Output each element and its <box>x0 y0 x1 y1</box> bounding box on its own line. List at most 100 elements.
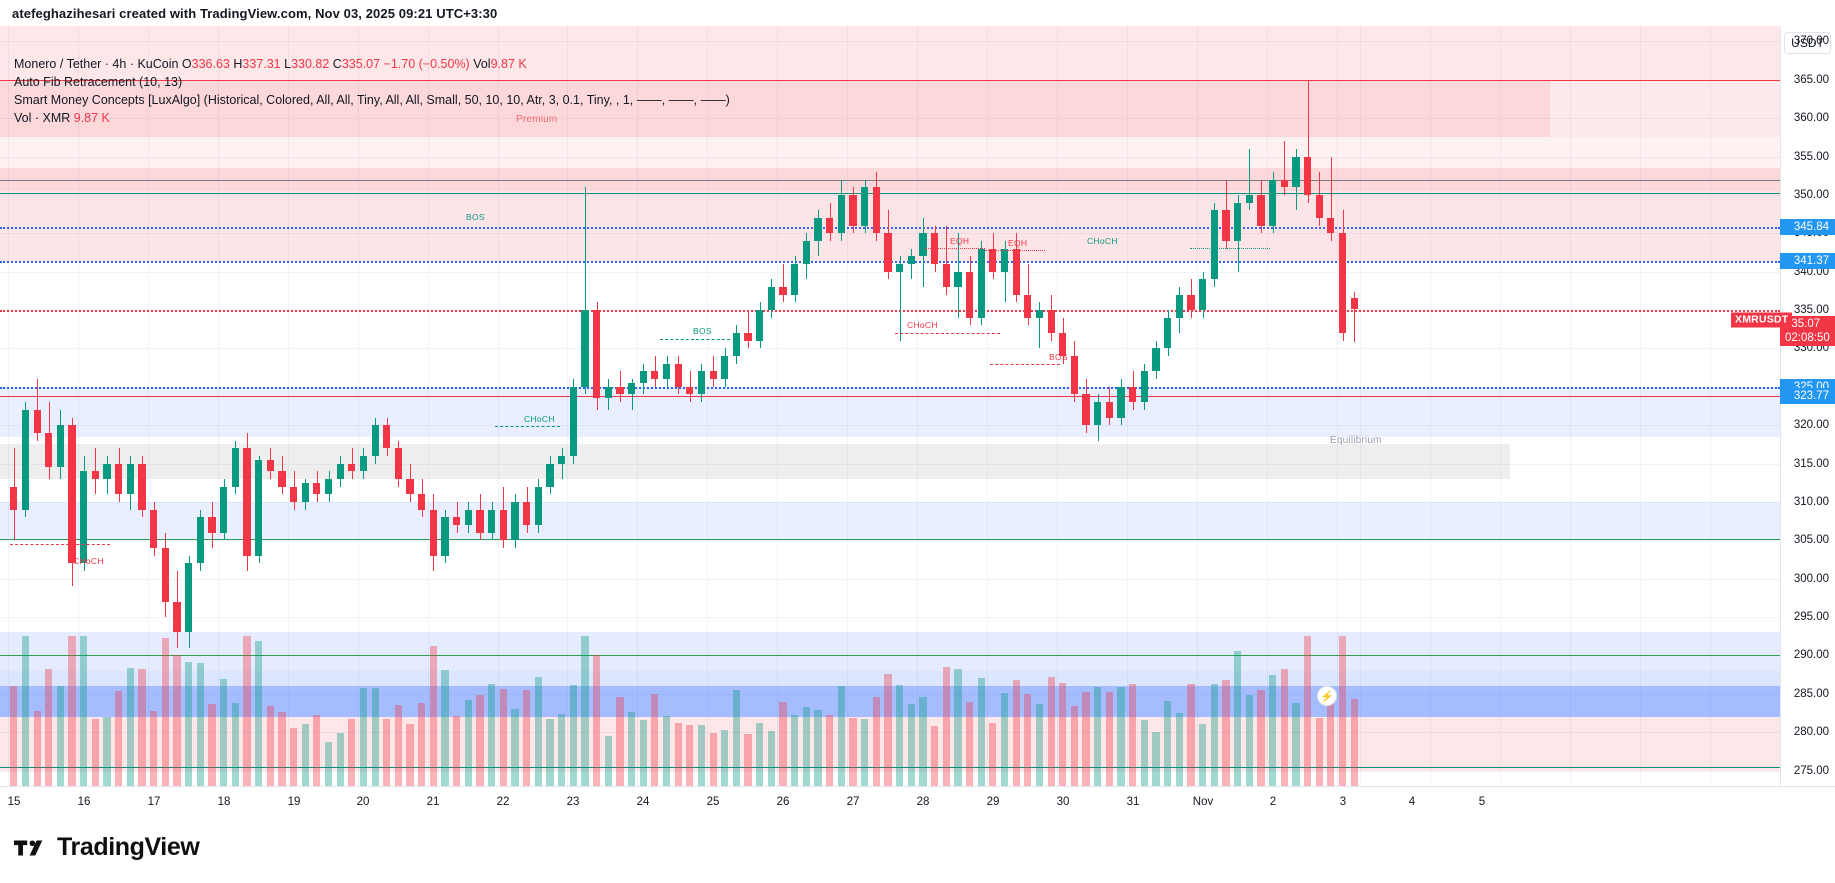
price-scale-currency[interactable]: USDT <box>1784 32 1831 54</box>
candle-body[interactable] <box>1338 233 1347 334</box>
candle-body[interactable] <box>674 363 682 387</box>
candle-body[interactable] <box>534 486 542 525</box>
candle-body[interactable] <box>103 463 111 479</box>
candle-body[interactable] <box>907 256 915 264</box>
candle-body[interactable] <box>313 482 321 495</box>
candle-body[interactable] <box>1234 202 1242 241</box>
candle-body[interactable] <box>616 386 624 395</box>
candle-body[interactable] <box>68 425 76 564</box>
candle-body[interactable] <box>1047 310 1055 334</box>
candle-body[interactable] <box>837 194 845 234</box>
candle-body[interactable] <box>1094 402 1102 426</box>
candle-body[interactable] <box>1000 248 1009 272</box>
candle-body[interactable] <box>488 509 496 533</box>
candle-body[interactable] <box>173 601 181 633</box>
candle-body[interactable] <box>1175 294 1183 318</box>
candle-body[interactable] <box>1140 371 1148 403</box>
candle-body[interactable] <box>1303 156 1312 195</box>
candle-body[interactable] <box>1280 179 1288 188</box>
candle-body[interactable] <box>161 548 169 602</box>
candle-body[interactable] <box>989 248 997 272</box>
candle-body[interactable] <box>1245 194 1253 203</box>
candle-body[interactable] <box>348 463 356 472</box>
candle-body[interactable] <box>1129 386 1137 403</box>
candle-body[interactable] <box>231 448 239 487</box>
candle-body[interactable] <box>896 263 904 272</box>
candle-body[interactable] <box>662 363 671 380</box>
candle-body[interactable] <box>441 517 449 556</box>
candle-body[interactable] <box>383 425 391 449</box>
candle-body[interactable] <box>686 386 694 395</box>
candle-body[interactable] <box>10 486 18 510</box>
candle-body[interactable] <box>324 478 333 495</box>
candle-body[interactable] <box>1152 348 1160 372</box>
candle-body[interactable] <box>429 509 438 556</box>
candle-body[interactable] <box>150 509 158 548</box>
candle-body[interactable] <box>254 459 263 556</box>
candle-body[interactable] <box>45 432 53 468</box>
candle-body[interactable] <box>406 478 414 495</box>
candle-body[interactable] <box>196 517 204 564</box>
candle-body[interactable] <box>954 271 962 287</box>
candle-body[interactable] <box>371 425 379 456</box>
candle-body[interactable] <box>511 501 519 541</box>
candle-body[interactable] <box>476 509 484 533</box>
candle-body[interactable] <box>220 486 228 533</box>
candle-body[interactable] <box>791 263 799 295</box>
candle-body[interactable] <box>826 217 834 234</box>
candle-body[interactable] <box>289 486 298 502</box>
candle-body[interactable] <box>651 371 659 380</box>
candle-body[interactable] <box>278 471 286 487</box>
candle-body[interactable] <box>1350 297 1358 310</box>
candle-body[interactable] <box>1117 386 1125 418</box>
candle-body[interactable] <box>138 463 146 510</box>
candle-body[interactable] <box>1059 333 1067 357</box>
candle-body[interactable] <box>499 509 507 541</box>
candle-body[interactable] <box>21 409 30 510</box>
candle-body[interactable] <box>1024 294 1032 318</box>
legend-symbol-row[interactable]: Monero / Tether · 4h · KuCoin O336.63 H3… <box>14 56 730 73</box>
candle-body[interactable] <box>779 287 787 295</box>
candle-body[interactable] <box>126 463 134 495</box>
chart-plot-area[interactable]: BOS BOS CHoCH CHoCH EQH EQH CHoCH BOS CHoCH Mone… <box>0 26 1780 786</box>
candle-body[interactable] <box>359 455 368 472</box>
candle-body[interactable] <box>569 386 577 456</box>
candle-body[interactable] <box>1222 210 1230 241</box>
candle-body[interactable] <box>523 501 531 525</box>
candle-body[interactable] <box>33 409 41 433</box>
time-scale[interactable]: 15 16 17 18 19 20 21 22 23 24 25 26 27 28 29 30 31 Nov 2 3 4… <box>0 786 1835 820</box>
candle-body[interactable] <box>1187 294 1195 311</box>
candle-body[interactable] <box>56 425 65 468</box>
candle-body[interactable] <box>266 459 274 472</box>
candle-body[interactable] <box>1105 402 1114 418</box>
candle-body[interactable] <box>744 333 752 341</box>
candle-body[interactable] <box>861 187 869 226</box>
candle-body[interactable] <box>1199 279 1207 311</box>
candle-body[interactable] <box>1257 194 1265 226</box>
legend-indicator-fib[interactable]: Auto Fib Retracement (10, 13) <box>14 75 183 89</box>
candle-body[interactable] <box>453 517 461 525</box>
candle-body[interactable] <box>558 455 566 464</box>
candle-body[interactable] <box>721 356 729 380</box>
candle-body[interactable] <box>546 463 554 487</box>
candle-body[interactable] <box>80 471 88 564</box>
candle-body[interactable] <box>1035 310 1044 318</box>
candle-body[interactable] <box>709 371 717 380</box>
candle-body[interactable] <box>1268 179 1277 226</box>
candle-body[interactable] <box>301 482 309 502</box>
candle-body[interactable] <box>336 463 344 479</box>
candle-body[interactable] <box>977 248 985 318</box>
candle-body[interactable] <box>1210 210 1218 280</box>
candle-body[interactable] <box>1327 217 1335 234</box>
price-scale[interactable]: USDT 370.00365.00360.00355.00350.00345.0… <box>1780 26 1835 786</box>
candle-body[interactable] <box>872 187 880 234</box>
candle-body[interactable] <box>919 233 927 257</box>
candle-body[interactable] <box>91 471 100 479</box>
candle-body[interactable] <box>592 310 601 399</box>
candle-body[interactable] <box>965 271 974 318</box>
candle-body[interactable] <box>1164 317 1172 349</box>
candle-body[interactable] <box>639 371 647 383</box>
candle-body[interactable] <box>1082 394 1090 426</box>
candle-body[interactable] <box>802 240 810 264</box>
candle-body[interactable] <box>1292 156 1300 188</box>
